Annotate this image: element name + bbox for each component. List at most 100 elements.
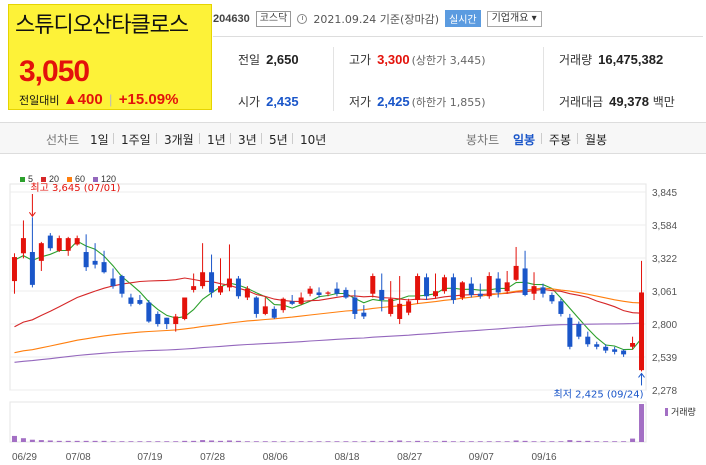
stat-label: 거래량: [559, 53, 593, 67]
candle-body: [200, 272, 206, 287]
candle-weekly[interactable]: 주봉: [549, 133, 572, 147]
candle-body: [621, 350, 627, 355]
y-tick-label: 3,061: [652, 287, 677, 298]
x-tick-label: 09/16: [532, 452, 557, 463]
low-annotation: 최저 2,425 (09/24): [554, 388, 644, 400]
candle-body: [271, 308, 277, 318]
high-arrow-head: [28, 211, 36, 218]
x-tick-label: 09/07: [469, 452, 494, 463]
candle-body: [280, 298, 286, 311]
stat-label: 시가: [238, 95, 261, 109]
candle-body: [307, 288, 313, 294]
candle-body: [397, 303, 403, 319]
candles: [11, 217, 645, 372]
candle-body: [468, 283, 474, 295]
candle-body: [388, 298, 394, 314]
candle-body: [146, 302, 152, 322]
candle-body: [585, 336, 591, 345]
x-tick-label: 08/27: [397, 452, 422, 463]
volume-bar: [370, 440, 376, 442]
candlestick-chart[interactable]: 3,845 3,584 3,322 3,061 2,800 2,539 2,278 06/2…: [0, 170, 706, 465]
company-info-dropdown[interactable]: 기업개요 ▾: [486, 10, 542, 27]
candle-body: [173, 316, 179, 325]
candle-body: [137, 300, 143, 304]
candle-body: [209, 272, 215, 293]
stat-volume: 거래량 16,475,382: [559, 51, 663, 68]
volume-bar: [280, 441, 286, 442]
candle-body: [639, 292, 645, 371]
volume-bar: [450, 441, 456, 442]
volume-bar: [576, 440, 582, 442]
volume-bar: [155, 441, 161, 442]
period-1y[interactable]: 1년: [207, 133, 226, 147]
volume-bar: [20, 438, 26, 442]
volume-bar: [477, 441, 483, 442]
volume-bar: [513, 440, 519, 442]
volume-bar: [415, 440, 421, 442]
realtime-button[interactable]: 실시간: [445, 10, 481, 27]
volume-bar: [612, 441, 618, 442]
stat-label: 저가: [349, 95, 372, 109]
candle-body: [486, 276, 492, 297]
x-tick-label: 08/18: [334, 452, 359, 463]
separator: [292, 133, 293, 144]
volume-bar: [406, 441, 412, 442]
volume-bar: [441, 440, 447, 442]
volume-bar: [235, 440, 241, 442]
volume-bar: [630, 438, 636, 442]
period-5y[interactable]: 5년: [269, 133, 288, 147]
volume-bar: [388, 440, 394, 442]
legend-label: 20: [49, 174, 60, 184]
volume-bar: [200, 440, 206, 442]
volume-bar: [244, 441, 250, 442]
stat-value: 2,425: [377, 94, 410, 109]
legend-ma5: 5: [20, 174, 33, 184]
volume-bar: [495, 441, 501, 442]
candle-body: [441, 277, 447, 292]
candle-body: [119, 276, 125, 294]
volume-bar: [468, 441, 474, 442]
candle-body: [630, 342, 636, 347]
stat-value: 3,300: [377, 52, 410, 67]
separator: [156, 133, 157, 144]
candle-body: [495, 278, 501, 293]
volume-bar: [325, 441, 331, 442]
volume-bar: [316, 441, 322, 442]
candle-body: [289, 301, 295, 304]
volume-bar: [83, 440, 89, 442]
legend-label: 5: [28, 174, 34, 184]
volume-bar: [397, 440, 403, 442]
volume-bar: [504, 441, 510, 442]
ma-legend: 5 20 60 120: [20, 174, 116, 184]
candle-daily[interactable]: 일봉: [513, 133, 536, 147]
candle-monthly[interactable]: 월봉: [585, 133, 608, 147]
legend-swatch: [93, 177, 99, 183]
period-3y[interactable]: 3년: [238, 133, 257, 147]
stat-sub: (상한가 3,445): [411, 54, 486, 67]
period-1d[interactable]: 1일: [90, 133, 109, 147]
candle-body: [74, 238, 80, 245]
y-tick-label: 3,845: [652, 188, 677, 199]
divider: [543, 47, 544, 111]
x-tick-label: 08/06: [263, 452, 288, 463]
clock-icon: [297, 13, 308, 24]
volume-bar: [226, 440, 232, 442]
chart-period-toolbar: 선차트 1일 1주일 3개월 1년 3년 5년 10년 봉차트 일봉 주봉 월봉: [0, 122, 706, 154]
separator: [577, 133, 578, 144]
candle-body: [504, 282, 510, 292]
volume-bar: [379, 441, 385, 442]
volume-bar: [253, 441, 259, 442]
period-1w[interactable]: 1주일: [121, 133, 151, 147]
y-tick-label: 2,800: [652, 320, 677, 331]
legend-swatch: [20, 177, 25, 183]
period-10y[interactable]: 10년: [300, 133, 327, 147]
candle-body: [594, 344, 600, 347]
y-tick-label: 3,322: [652, 254, 677, 265]
change-amount: ▲400: [62, 91, 103, 108]
volume-bar: [298, 441, 304, 442]
volume-bar: [307, 441, 313, 442]
stock-name: 스튜디오산타클로스: [15, 13, 189, 38]
volume-bar: [558, 441, 564, 442]
volume-bar: [146, 441, 152, 442]
period-3m[interactable]: 3개월: [164, 133, 194, 147]
